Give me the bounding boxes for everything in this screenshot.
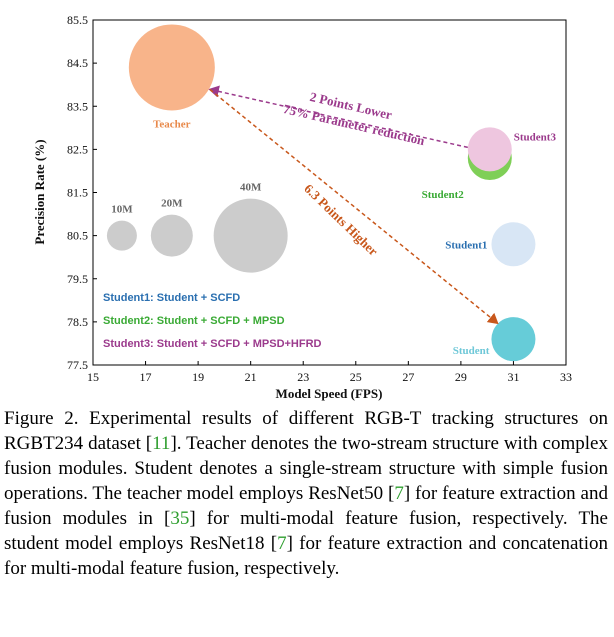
caption-text: ] for feature extraction and concatenati…	[4, 533, 608, 579]
arrow-teacher-student3	[208, 85, 468, 149]
size-reference-bubble	[213, 198, 288, 273]
caption-text: ] for multi-modal feature fusion, respec…	[4, 508, 608, 554]
x-tick-label: 29	[455, 370, 467, 384]
legend-entry: Student3: Student + SCFD + MPSD+HFRD	[103, 338, 322, 350]
legend: Student1: Student + SCFD Student2: Studen…	[103, 292, 322, 350]
x-tick-label: 27	[402, 370, 414, 384]
y-axis: 77.5 78.5 79.5 80.5 81.5 82.5 83.5 84.5 85.5	[67, 13, 97, 372]
bubble-label-teacher: Teacher	[153, 118, 191, 130]
size-reference-label: 40M	[240, 182, 262, 194]
bubble-label-student: Student	[453, 345, 490, 357]
caption-citation: 7	[277, 533, 287, 554]
bubble-label-student1: Student1	[445, 239, 487, 251]
bubble-teacher	[128, 24, 215, 111]
y-tick-label: 83.5	[67, 99, 88, 113]
x-tick-label: 15	[87, 370, 99, 384]
x-tick-label: 21	[245, 370, 257, 384]
data-bubbles: Teacher Student2 Student3 Student1 Student	[128, 24, 557, 362]
y-tick-label: 80.5	[67, 229, 88, 243]
x-tick-label: 33	[560, 370, 572, 384]
size-reference-bubble	[150, 214, 193, 257]
legend-entry: Student1: Student + SCFD	[103, 292, 240, 304]
x-axis-title: Model Speed (FPS)	[276, 386, 383, 401]
bubble-student1	[491, 222, 536, 267]
x-tick-label: 17	[140, 370, 152, 384]
size-reference-label: 20M	[161, 198, 183, 210]
legend-entry: Student2: Student + SCFD + MPSD	[103, 315, 285, 327]
bubble-student3	[467, 127, 512, 172]
figure-caption: Figure 2. Experimental results of differ…	[4, 406, 608, 581]
size-reference-bubble	[106, 220, 137, 251]
x-tick-label: 23	[297, 370, 309, 384]
size-reference-bubbles: 10M 20M 40M	[106, 182, 288, 273]
bubble-chart: 15 17 19 21 23 25 27 29 31 33 77.5 78.5 79.5 80.5 81.…	[32, 13, 572, 401]
y-tick-label: 85.5	[67, 13, 88, 27]
caption-citation: 35	[170, 508, 190, 529]
x-tick-label: 25	[350, 370, 362, 384]
x-tick-label: 31	[507, 370, 519, 384]
size-reference-label: 10M	[111, 204, 133, 216]
caption-text: ]. Teacher denotes the two-stream struct…	[4, 433, 608, 504]
y-tick-label: 78.5	[67, 315, 88, 329]
y-tick-label: 77.5	[67, 358, 88, 372]
caption-citation: 7	[394, 483, 404, 504]
y-tick-label: 84.5	[67, 56, 88, 70]
y-tick-label: 81.5	[67, 186, 88, 200]
bubble-label-student3: Student3	[514, 131, 557, 143]
y-axis-title: Precision Rate (%)	[32, 139, 47, 244]
x-axis: 15 17 19 21 23 25 27 29 31 33	[87, 361, 572, 384]
caption-text: Figure 2. Experimental results of differ…	[4, 408, 608, 454]
arrow-teacher-student	[209, 88, 499, 325]
y-tick-label: 79.5	[67, 272, 88, 286]
x-tick-label: 19	[192, 370, 204, 384]
bubble-label-student2: Student2	[422, 189, 465, 201]
caption-citation: 11	[152, 433, 171, 454]
bubble-student	[491, 317, 536, 362]
caption-text: ] for feature extraction and fusion modu…	[4, 483, 608, 529]
y-tick-label: 82.5	[67, 142, 88, 156]
